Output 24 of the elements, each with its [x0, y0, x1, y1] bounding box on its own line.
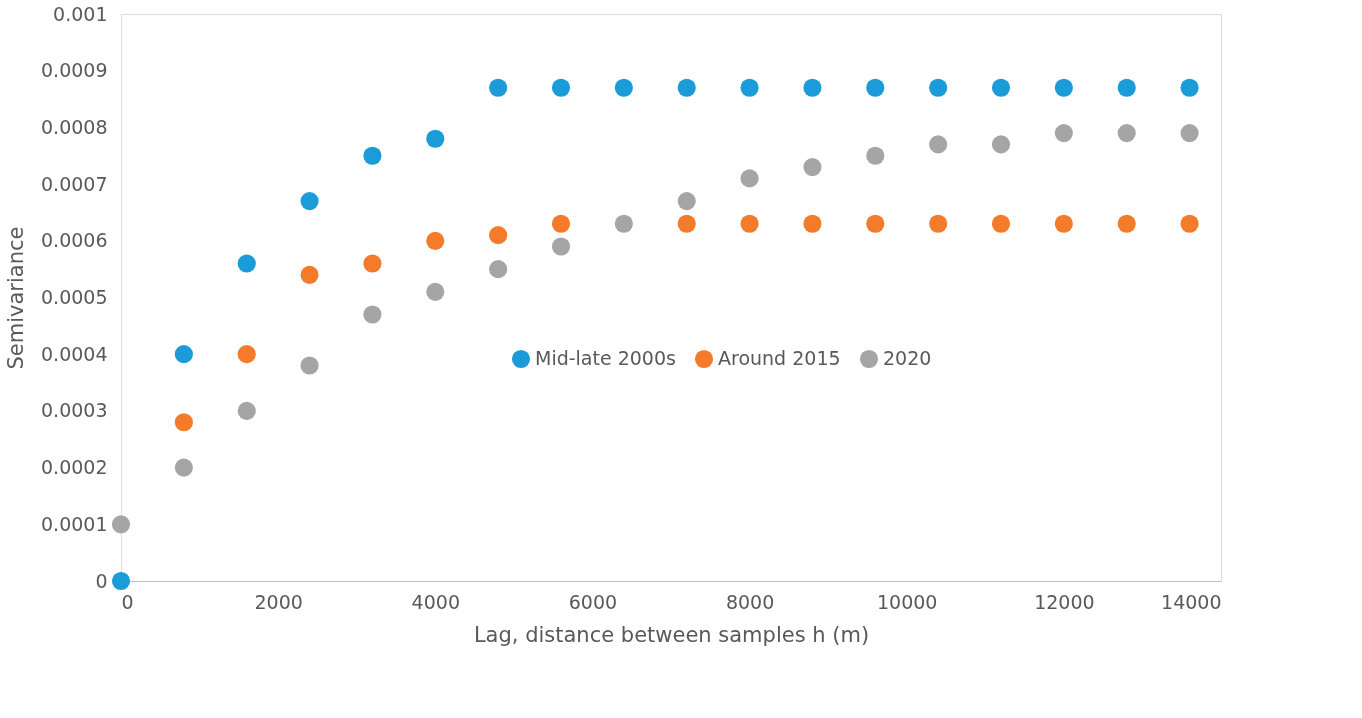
y-axis-title: Semivariance: [4, 226, 29, 370]
legend-label: Around 2015: [718, 347, 841, 369]
y-tick-label: 0.0003: [41, 399, 108, 422]
y-tick-label: 0.0004: [41, 342, 108, 365]
x-tick-label: 2000: [254, 590, 303, 613]
y-tick-label: 0.0002: [41, 456, 108, 479]
y-tick-label: 0.0001: [41, 512, 108, 535]
y-tick-label: 0.0006: [41, 229, 108, 252]
y-tick-label: 0.0009: [41, 59, 108, 82]
y-tick-label: 0: [95, 569, 108, 592]
y-tick-label: 0.001: [53, 2, 108, 25]
x-tick-label: 4000: [411, 590, 460, 613]
x-tick-label: 8000: [725, 590, 775, 613]
legend-label: 2020: [883, 347, 932, 369]
x-tick-label: 6000: [568, 590, 618, 613]
legend-label: Mid-late 2000s: [535, 347, 676, 369]
x-tick-label: 12000: [1034, 590, 1095, 613]
y-tick-label: 0.0005: [41, 286, 108, 308]
y-tick-label: 0.0008: [41, 115, 108, 138]
x-tick-label: 14000: [1161, 590, 1222, 613]
x-tick-label: 10000: [876, 590, 938, 613]
x-tick-label: 0: [121, 590, 134, 613]
x-axis-title: Lag, distance between samples h (m): [473, 622, 870, 647]
y-tick-label: 0.0007: [41, 172, 108, 195]
